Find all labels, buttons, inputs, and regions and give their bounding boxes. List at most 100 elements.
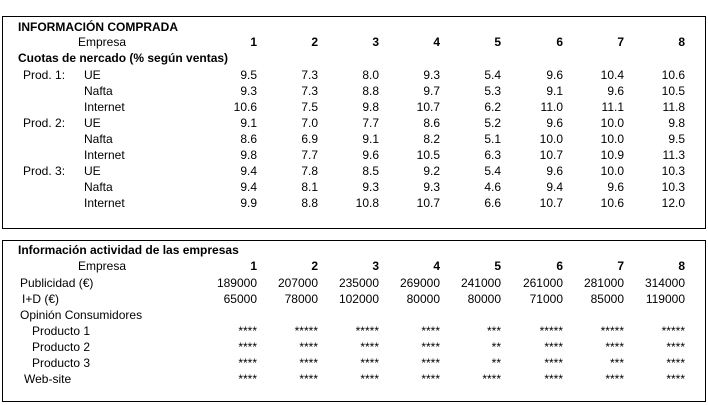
cell: 9.6	[546, 116, 563, 130]
rating: ****	[482, 372, 501, 386]
cell: 9.4	[546, 180, 563, 194]
rating: ***	[486, 324, 501, 338]
cell: 9.8	[362, 100, 379, 114]
cell: 12.0	[661, 196, 685, 210]
column-header: 7	[617, 35, 624, 49]
cell: 10.4	[600, 68, 624, 82]
rating: *****	[539, 324, 563, 338]
column-header: 2	[311, 259, 318, 273]
cell: 7.8	[301, 164, 318, 178]
cell: 314000	[644, 276, 685, 290]
cell: 80000	[467, 292, 501, 306]
cell: 8.6	[240, 132, 257, 146]
row-label: Internet	[84, 196, 125, 210]
header-label: Empresa	[78, 35, 127, 49]
cell: 6.3	[484, 148, 501, 162]
cell: 102000	[338, 292, 379, 306]
cell: 10.3	[661, 164, 685, 178]
column-header: 7	[617, 259, 624, 273]
cell: 8.8	[301, 196, 318, 210]
cell: 85000	[590, 292, 624, 306]
cell: 10.3	[661, 180, 685, 194]
cell: 5.1	[484, 132, 501, 146]
row-label: Producto 3	[32, 356, 91, 370]
cell: 10.0	[600, 132, 624, 146]
rating: ****	[666, 372, 685, 386]
cell: 7.7	[362, 116, 379, 130]
row-label: I+D (€)	[22, 292, 60, 306]
cell: 8.8	[362, 84, 379, 98]
cell: 10.0	[600, 116, 624, 130]
cell: 119000	[645, 292, 685, 306]
rating: ****	[666, 356, 685, 370]
cell: 71000	[529, 292, 563, 306]
cell: 269000	[399, 276, 440, 290]
cell: 9.3	[423, 180, 440, 194]
cell: 11.8	[662, 100, 685, 114]
cell: 7.5	[301, 100, 318, 114]
cell: 9.1	[362, 132, 379, 146]
rating: ****	[360, 356, 379, 370]
cell: 6.9	[301, 132, 318, 146]
row-label: UE	[84, 116, 101, 130]
rating: *****	[600, 324, 624, 338]
column-header: 1	[250, 259, 257, 273]
rating: ****	[421, 372, 440, 386]
column-header: 4	[433, 35, 440, 49]
cell: 10.6	[600, 196, 624, 210]
cell: 9.4	[240, 164, 257, 178]
cell: 9.1	[240, 116, 257, 130]
column-header: 4	[433, 259, 440, 273]
section-title: INFORMACIÓN COMPRADA	[18, 20, 178, 34]
cell: 5.3	[484, 84, 501, 98]
rating: ****	[605, 340, 624, 354]
rating: ****	[544, 372, 563, 386]
cell: 189000	[216, 276, 257, 290]
rating: *****	[294, 324, 318, 338]
rating: ****	[299, 372, 318, 386]
cell: 10.7	[539, 148, 563, 162]
rating: ****	[605, 372, 624, 386]
cell: 9.4	[240, 180, 257, 194]
cell: 9.1	[546, 84, 563, 98]
cell: 9.2	[423, 164, 440, 178]
cell: 5.4	[484, 68, 501, 82]
column-header: 8	[678, 259, 685, 273]
rating: **	[491, 340, 501, 354]
group-label: Prod. 3:	[23, 164, 66, 178]
cell: 7.3	[301, 68, 318, 82]
rating: ****	[421, 356, 440, 370]
row-label: Producto 2	[32, 340, 91, 354]
cell: 7.7	[301, 148, 318, 162]
cell: 11.1	[601, 100, 624, 114]
row-label: Nafta	[84, 180, 113, 194]
rating: ****	[238, 356, 257, 370]
rating: ****	[299, 340, 318, 354]
cell: 9.6	[607, 84, 624, 98]
row-label: UE	[84, 164, 101, 178]
rating: **	[491, 356, 501, 370]
cell: 8.5	[362, 164, 379, 178]
cell: 9.6	[546, 164, 563, 178]
rating: ****	[666, 340, 685, 354]
cell: 9.6	[607, 180, 624, 194]
column-header: 3	[372, 259, 379, 273]
row-label: Internet	[84, 148, 125, 162]
cell: 7.3	[301, 84, 318, 98]
group-label: Prod. 1:	[23, 68, 66, 82]
cell: 11.3	[662, 148, 685, 162]
section-box	[2, 240, 706, 402]
column-header: 5	[494, 35, 501, 49]
row-label: UE	[84, 68, 101, 82]
cell: 9.3	[240, 84, 257, 98]
column-header: 5	[494, 259, 501, 273]
section-title: Información actividad de las empresas	[18, 243, 239, 257]
row-label: Nafta	[84, 84, 113, 98]
column-header: 1	[250, 35, 257, 49]
cell: 8.6	[423, 116, 440, 130]
row-label: Web-site	[24, 372, 72, 386]
cell: 9.9	[240, 196, 257, 210]
cell: 281000	[583, 276, 624, 290]
rating: ****	[238, 372, 257, 386]
cell: 8.0	[362, 68, 379, 82]
